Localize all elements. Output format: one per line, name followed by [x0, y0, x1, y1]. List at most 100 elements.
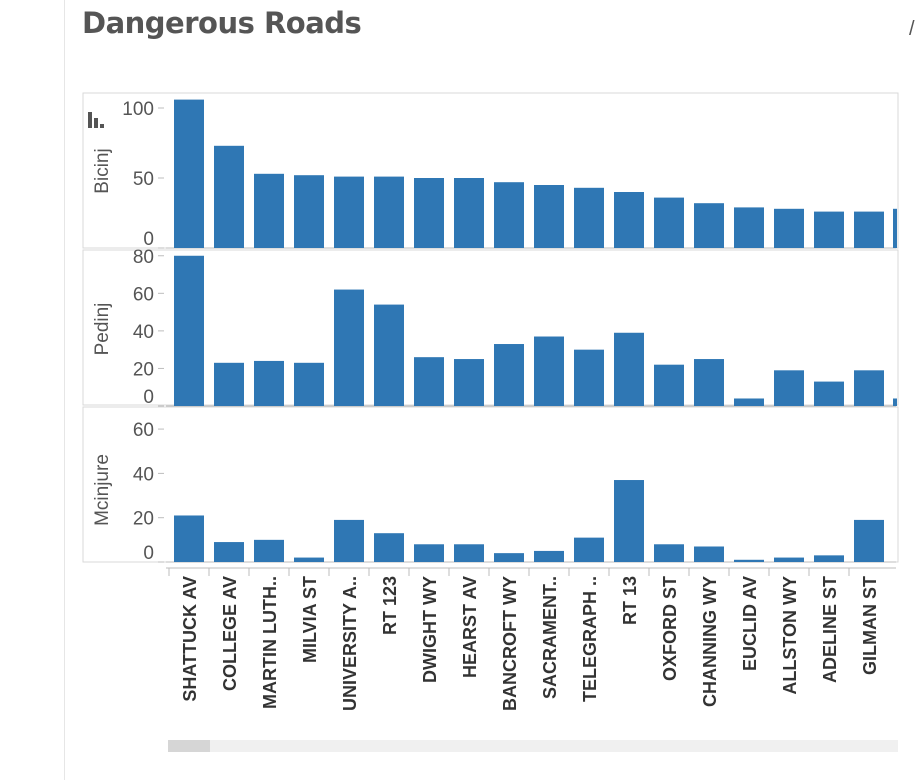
- y-tick-label-pedinj-20: 20: [133, 359, 154, 380]
- bar-bicinj-4[interactable]: [294, 175, 324, 248]
- bar-bicinj-12[interactable]: [614, 192, 644, 248]
- x-tick-label-4: MILVIA ST: [300, 576, 320, 663]
- x-tick-label-8: HEARST AV: [460, 576, 480, 678]
- bar-bicinj-16[interactable]: [774, 208, 804, 248]
- axis-title-mcinjure: Mcinjure: [92, 454, 113, 526]
- panel-frame-3: [82, 406, 899, 563]
- sheet-divider: [64, 0, 65, 780]
- bar-pedinj-12[interactable]: [614, 332, 644, 406]
- bar-pedinj-3[interactable]: [254, 360, 284, 406]
- bar-mcinjure-9[interactable]: [494, 553, 524, 562]
- bar-mcinjure-10[interactable]: [534, 550, 564, 562]
- bar-mcinjure-17[interactable]: [814, 555, 844, 562]
- x-tick-label-3: MARTIN LUTH..: [260, 576, 280, 709]
- y-tick-label-bicinj-50: 50: [133, 169, 154, 190]
- x-tick-label-18: GILMAN ST: [860, 576, 880, 675]
- bar-pedinj-13[interactable]: [654, 364, 684, 406]
- x-tick-label-16: ALLSTON WY: [780, 576, 800, 695]
- bar-bicinj-8[interactable]: [454, 178, 484, 248]
- bar-bicinj-2[interactable]: [214, 145, 244, 248]
- bar-mcinjure-6[interactable]: [374, 533, 404, 562]
- bar-bicinj-18[interactable]: [854, 211, 884, 248]
- page-title: Dangerous Roads: [82, 6, 362, 40]
- bar-pedinj-17[interactable]: [814, 381, 844, 406]
- bar-chart-icon-part-1: [88, 112, 92, 128]
- bar-bicinj-13[interactable]: [654, 197, 684, 248]
- bar-mcinjure-5[interactable]: [334, 519, 364, 562]
- bar-mcinjure-4[interactable]: [294, 557, 324, 562]
- bar-mcinjure-13[interactable]: [654, 544, 684, 562]
- bar-pedinj-6[interactable]: [374, 304, 404, 406]
- x-tick-label-5: UNIVERSITY A..: [340, 576, 360, 711]
- bar-mcinjure-3[interactable]: [254, 539, 284, 562]
- bar-bicinj-5[interactable]: [334, 176, 364, 248]
- bar-mcinjure-11[interactable]: [574, 537, 604, 562]
- axis-title-pedinj: Pedinj: [92, 303, 113, 356]
- bar-pedinj-5[interactable]: [334, 289, 364, 406]
- bar-pedinj-18[interactable]: [854, 370, 884, 406]
- bar-pedinj-1[interactable]: [174, 255, 204, 406]
- x-tick-label-11: TELEGRAPH ..: [580, 576, 600, 702]
- bar-pedinj-7[interactable]: [414, 357, 444, 406]
- bar-mcinjure-1[interactable]: [174, 515, 204, 562]
- x-tick-label-10: SACRAMENT..: [540, 576, 560, 699]
- bar-pedinj-10[interactable]: [534, 336, 564, 406]
- bar-pedinj-clipped: [893, 398, 897, 406]
- bar-bicinj-14[interactable]: [694, 203, 724, 248]
- axis-title-bicinj: Bicinj: [92, 148, 113, 193]
- bar-mcinjure-14[interactable]: [694, 546, 724, 562]
- bar-chart-icon-part-2: [94, 118, 98, 128]
- bar-bicinj-6[interactable]: [374, 176, 404, 248]
- x-tick-label-2: COLLEGE AV: [220, 576, 240, 691]
- y-tick-label-pedinj-80: 80: [133, 247, 154, 268]
- bar-mcinjure-8[interactable]: [454, 544, 484, 562]
- scrollbar-thumb[interactable]: [168, 740, 210, 752]
- bar-pedinj-4[interactable]: [294, 362, 324, 406]
- bar-mcinjure-15[interactable]: [734, 559, 764, 562]
- y-tick-label-bicinj-0: 0: [143, 229, 154, 250]
- bar-chart-icon-part-3: [100, 124, 104, 128]
- bar-mcinjure-16[interactable]: [774, 557, 804, 562]
- bar-pedinj-9[interactable]: [494, 344, 524, 406]
- horizontal-scrollbar[interactable]: [168, 740, 898, 752]
- bar-pedinj-16[interactable]: [774, 370, 804, 406]
- bar-bicinj-15[interactable]: [734, 207, 764, 248]
- y-tick-label-bicinj-100: 100: [122, 99, 154, 120]
- y-tick-label-mcinjure-60: 60: [133, 420, 154, 441]
- x-tick-label-13: OXFORD ST: [660, 576, 680, 681]
- clipped-edge-glyph: /: [909, 18, 915, 40]
- y-tick-label-mcinjure-40: 40: [133, 464, 154, 485]
- y-tick-label-pedinj-0: 0: [143, 387, 154, 408]
- x-tick-label-9: BANCROFT WY: [500, 576, 520, 711]
- x-tick-label-12: RT 13: [620, 576, 640, 625]
- bar-bicinj-9[interactable]: [494, 182, 524, 248]
- bar-bicinj-clipped: [893, 208, 897, 248]
- x-tick-label-1: SHATTUCK AV: [180, 576, 200, 702]
- bar-pedinj-8[interactable]: [454, 359, 484, 406]
- bar-bicinj-11[interactable]: [574, 187, 604, 248]
- bar-pedinj-11[interactable]: [574, 349, 604, 406]
- y-tick-label-pedinj-60: 60: [133, 284, 154, 305]
- bar-bicinj-7[interactable]: [414, 178, 444, 248]
- panel-frame-2: [82, 249, 899, 406]
- x-tick-label-15: EUCLID AV: [740, 576, 760, 671]
- bar-bicinj-3[interactable]: [254, 173, 284, 248]
- y-tick-label-mcinjure-0: 0: [143, 543, 154, 564]
- y-tick-label-pedinj-40: 40: [133, 322, 154, 343]
- y-tick-label-mcinjure-20: 20: [133, 509, 154, 530]
- bar-mcinjure-7[interactable]: [414, 544, 444, 562]
- bar-bicinj-10[interactable]: [534, 185, 564, 248]
- bar-mcinjure-12[interactable]: [614, 480, 644, 562]
- bar-pedinj-15[interactable]: [734, 398, 764, 406]
- bar-pedinj-2[interactable]: [214, 362, 244, 406]
- x-tick-label-14: CHANNING WY: [700, 576, 720, 707]
- bar-pedinj-14[interactable]: [694, 359, 724, 406]
- bar-mcinjure-18[interactable]: [854, 519, 884, 562]
- x-tick-label-17: ADELINE ST: [820, 576, 840, 683]
- bar-bicinj-1[interactable]: [174, 99, 204, 248]
- bar-bicinj-17[interactable]: [814, 211, 844, 248]
- bar-mcinjure-2[interactable]: [214, 542, 244, 562]
- x-tick-label-6: RT 123: [380, 576, 400, 635]
- x-tick-label-7: DWIGHT WY: [420, 576, 440, 683]
